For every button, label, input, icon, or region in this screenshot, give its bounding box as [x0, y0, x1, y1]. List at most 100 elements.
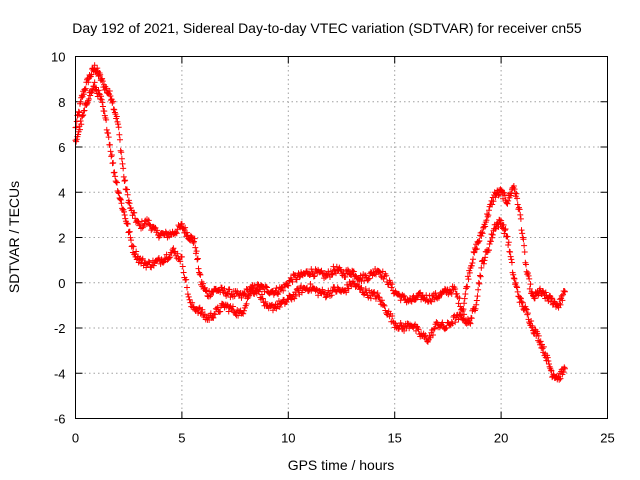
data-point: [523, 268, 530, 275]
data-point: [256, 285, 263, 292]
data-point: [177, 258, 184, 265]
x-tick-label: 10: [281, 431, 295, 446]
data-point: [380, 301, 387, 308]
data-point: [221, 285, 228, 292]
data-point: [115, 189, 122, 196]
data-point: [113, 179, 120, 186]
data-point: [417, 289, 424, 296]
data-point: [107, 148, 114, 155]
data-point: [127, 204, 134, 211]
data-point: [98, 96, 105, 103]
data-point: [76, 126, 83, 133]
data-point: [389, 313, 396, 320]
data-point: [98, 76, 105, 83]
data-point: [514, 284, 521, 291]
data-point: [513, 190, 520, 197]
data-point: [119, 160, 126, 167]
data-point: [195, 310, 202, 317]
data-point: [476, 237, 483, 244]
data-point: [468, 315, 475, 322]
data-point: [226, 286, 233, 293]
data-point: [195, 265, 202, 272]
data-point: [508, 256, 515, 263]
data-point: [556, 300, 563, 307]
data-point: [540, 343, 547, 350]
data-point: [284, 282, 291, 289]
data-point: [211, 310, 218, 317]
data-point: [184, 284, 191, 291]
data-point: [510, 182, 517, 189]
data-point: [358, 284, 365, 291]
data-point: [502, 226, 509, 233]
data-point: [371, 289, 378, 296]
data-point: [530, 329, 537, 336]
data-point: [244, 295, 251, 302]
data-point: [78, 121, 85, 128]
data-point: [485, 207, 492, 214]
data-point: [475, 286, 482, 293]
data-point: [523, 306, 530, 313]
data-point: [545, 294, 552, 301]
data-point: [366, 275, 373, 282]
data-point: [118, 149, 125, 156]
data-point: [243, 300, 250, 307]
data-point: [184, 232, 191, 239]
data-point: [328, 271, 335, 278]
data-point: [431, 325, 438, 332]
data-point: [484, 210, 491, 217]
data-point: [183, 276, 190, 283]
data-point: [85, 95, 92, 102]
data-point: [184, 229, 191, 236]
chart-title: Day 192 of 2021, Sidereal Day-to-day VTE…: [72, 20, 582, 36]
data-point: [450, 313, 457, 320]
data-point: [106, 87, 113, 94]
data-point: [489, 231, 496, 238]
data-point: [525, 272, 532, 279]
data-point: [507, 249, 514, 256]
data-point: [115, 190, 122, 197]
data-point: [557, 301, 564, 308]
data-point: [206, 293, 213, 300]
data-point: [490, 198, 497, 205]
data-point: [105, 130, 112, 137]
data-point: [286, 292, 293, 299]
data-point: [466, 319, 473, 326]
data-point: [77, 98, 84, 105]
data-point: [498, 217, 505, 224]
data-point: [542, 289, 549, 296]
data-point: [192, 244, 199, 251]
data-point: [286, 278, 293, 285]
data-point: [514, 288, 521, 295]
data-point: [545, 357, 552, 364]
data-point: [449, 320, 456, 327]
data-point: [224, 301, 231, 308]
data-point: [185, 293, 192, 300]
data-point: [366, 287, 373, 294]
data-point: [207, 292, 214, 299]
data-point: [178, 253, 185, 260]
data-point: [544, 354, 551, 361]
data-point: [527, 281, 534, 288]
data-point: [401, 292, 408, 299]
data-point: [545, 360, 552, 367]
data-point: [377, 269, 384, 276]
data-point: [296, 274, 303, 281]
data-point: [432, 290, 439, 297]
data-point: [85, 79, 92, 86]
data-point: [556, 376, 563, 383]
data-point: [289, 278, 296, 285]
data-point: [109, 98, 116, 105]
data-point: [182, 224, 189, 231]
data-point: [362, 286, 369, 293]
data-point: [261, 288, 268, 295]
data-point: [505, 239, 512, 246]
data-point: [199, 306, 206, 313]
data-point: [464, 283, 471, 290]
data-point: [365, 276, 372, 283]
data-point: [412, 296, 419, 303]
data-point: [516, 206, 523, 213]
data-point: [189, 234, 196, 241]
data-point: [292, 289, 299, 296]
data-point: [486, 240, 493, 247]
data-point: [206, 288, 213, 295]
